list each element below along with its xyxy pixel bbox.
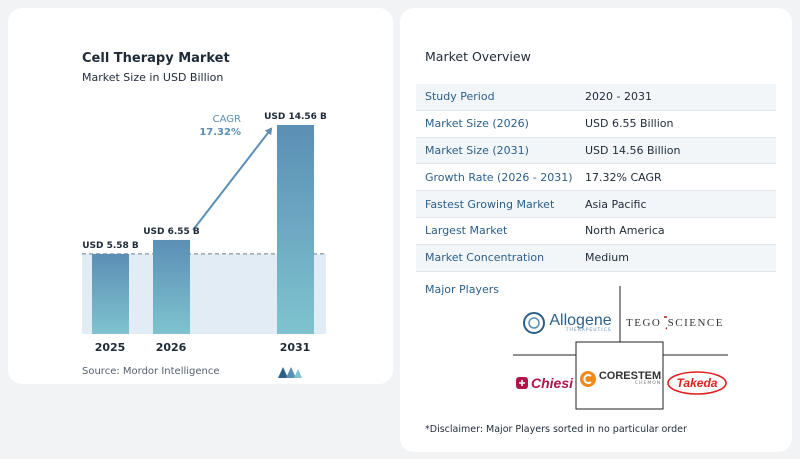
overview-row: Growth Rate (2026 - 2031) 17.32% CAGR	[416, 164, 776, 192]
disclaimer-text: *Disclaimer: Major Players sorted in no …	[425, 424, 687, 435]
major-players-title: Major Players	[425, 283, 499, 296]
row-value: 2020 - 2031	[585, 90, 652, 104]
bar-2025	[92, 253, 129, 334]
x-tick-2025: 2025	[95, 341, 126, 354]
chiesi-logo-icon	[515, 377, 528, 389]
data-label-2031: USD 14.56 B	[264, 112, 327, 122]
overview-title: Market Overview	[425, 49, 531, 64]
corestem-sub: CHEMON	[635, 381, 662, 387]
row-value: Medium	[585, 251, 629, 265]
overview-row: Market Concentration Medium	[416, 244, 776, 272]
player-allogene: Allogene THERAPEUTICS	[518, 310, 616, 336]
row-value: USD 14.56 Billion	[585, 143, 681, 157]
allogene-sub: THERAPEUTICS	[565, 327, 612, 333]
overview-row: Market Size (2031) USD 14.56 Billion	[416, 137, 776, 165]
bar-2031	[277, 125, 314, 334]
player-tego-science: TEGO SCIENCE	[626, 312, 724, 334]
chiesi-name: Chiesi	[530, 375, 573, 391]
cagr-arrow	[192, 127, 273, 231]
takeda-name: Takeda	[677, 376, 718, 390]
x-tick-2026: 2026	[156, 341, 187, 354]
player-takeda: Takeda	[666, 370, 728, 396]
overview-table: Study Period 2020 - 2031 Market Size (20…	[416, 84, 776, 272]
row-value: North America	[585, 224, 665, 238]
row-value: USD 6.55 Billion	[585, 117, 674, 131]
chart-subtitle: Market Size in USD Billion	[82, 71, 224, 84]
data-label-2025: USD 5.58 B	[82, 241, 139, 251]
overview-row: Largest Market North America	[416, 218, 776, 245]
source-text: Source: Mordor Intelligence	[82, 366, 220, 377]
cagr-value: 17.32%	[199, 127, 241, 138]
row-label: Growth Rate (2026 - 2031)	[425, 170, 573, 184]
mordor-logo-icon	[277, 364, 303, 383]
overview-row: Fastest Growing Market Asia Pacific	[416, 191, 776, 218]
row-value: 17.32% CAGR	[585, 170, 662, 184]
chart-title: Cell Therapy Market	[82, 51, 230, 66]
row-label: Market Size (2031)	[425, 143, 529, 157]
row-label: Market Size (2026)	[425, 117, 529, 131]
overview-row: Market Size (2026) USD 6.55 Billion	[416, 111, 776, 138]
row-value: Asia Pacific	[585, 197, 647, 211]
cagr-label: CAGR	[213, 114, 241, 125]
corestem-logo-icon	[579, 371, 596, 387]
bar-2026	[153, 239, 190, 334]
corestem-name: CORESTEM	[598, 370, 662, 383]
allogene-logo-icon	[523, 312, 546, 334]
row-label: Largest Market	[425, 224, 508, 238]
tego-logo-icon	[664, 316, 667, 330]
row-label: Study Period	[425, 90, 495, 104]
overview-row: Study Period 2020 - 2031	[416, 84, 776, 111]
science-name: SCIENCE	[667, 317, 724, 329]
tego-name: TEGO	[626, 317, 662, 329]
data-label-2026: USD 6.55 B	[143, 227, 200, 237]
overview-card	[400, 8, 792, 452]
player-corestem: CORESTEM CHEMON	[578, 367, 662, 391]
bar-chart: CAGR 17.32% USD 5.58 B 2025 USD 6.55 B 2026…	[82, 112, 327, 354]
row-label: Market Concentration	[425, 251, 545, 265]
row-label: Fastest Growing Market	[425, 197, 555, 211]
x-tick-2031: 2031	[280, 341, 311, 354]
allogene-name: Allogene	[549, 311, 612, 329]
player-chiesi: Chiesi	[512, 372, 576, 394]
takeda-logo: Takeda	[667, 371, 727, 395]
